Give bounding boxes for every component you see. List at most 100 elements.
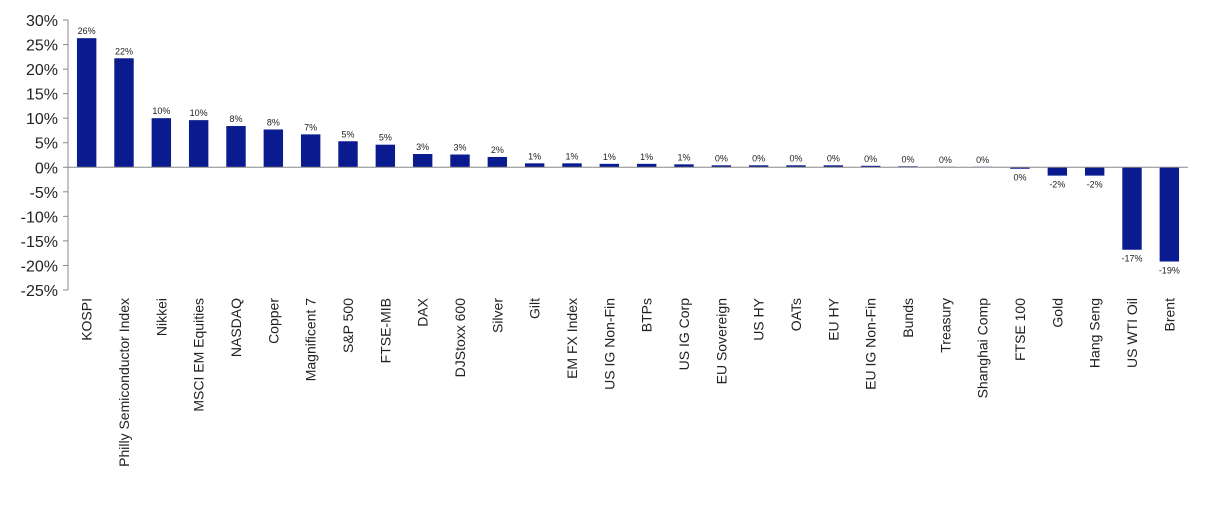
bar [300, 134, 321, 168]
bar [674, 164, 694, 168]
x-tick-label: DJStoxx 600 [452, 298, 468, 378]
bar [151, 118, 172, 168]
x-tick-label: BTPs [639, 298, 655, 332]
y-tick-label: -10% [21, 209, 58, 226]
y-tick-label: 5% [35, 136, 58, 153]
bar [76, 38, 97, 168]
y-tick-label: -25% [21, 283, 58, 300]
x-tick-label: Copper [265, 298, 281, 344]
x-tick-label: Gold [1049, 298, 1065, 328]
bar [114, 58, 134, 168]
value-label: 1% [677, 152, 690, 162]
x-tick-label: EU HY [825, 297, 841, 340]
x-tick-label: FTSE 100 [1012, 298, 1028, 361]
bar [599, 163, 620, 168]
value-label: -19% [1159, 266, 1180, 276]
value-label: 0% [864, 154, 877, 164]
x-tick-label: Silver [489, 298, 505, 333]
bar [1047, 167, 1068, 176]
x-tick-label: EU Sovereign [713, 298, 729, 384]
value-label: 26% [78, 26, 96, 36]
value-label: 8% [229, 114, 242, 124]
value-label: 10% [190, 108, 208, 118]
bar [636, 163, 657, 168]
x-tick-label: EU IG Non-Fin [863, 298, 879, 390]
x-tick-label: S&P 500 [340, 298, 356, 353]
value-label: 3% [453, 143, 466, 153]
value-label: 5% [341, 129, 354, 139]
bar [338, 141, 358, 168]
value-label: -2% [1049, 180, 1065, 190]
value-label: 0% [789, 153, 802, 163]
x-tick-label: Hang Seng [1087, 298, 1103, 368]
value-label: 5% [379, 133, 392, 143]
value-label: 0% [827, 153, 840, 163]
y-tick-label: -20% [21, 258, 58, 275]
bar [375, 144, 396, 168]
bar [562, 163, 582, 168]
value-label: 1% [640, 152, 653, 162]
bar [487, 156, 508, 168]
bar [226, 126, 246, 168]
x-tick-label: KOSPI [79, 298, 95, 341]
x-tick-label: FTSE-MIB [377, 298, 393, 363]
value-label: 0% [1013, 173, 1026, 183]
x-tick-label: US HY [751, 297, 767, 340]
x-tick-label: Bunds [900, 298, 916, 338]
bar [823, 165, 844, 168]
y-tick-label: -5% [30, 185, 58, 202]
x-tick-label: Nikkei [153, 298, 169, 336]
bar [412, 154, 433, 168]
value-label: 0% [752, 153, 765, 163]
value-label: 0% [901, 154, 914, 164]
value-label: 2% [491, 145, 504, 155]
value-label: -17% [1121, 254, 1142, 264]
x-tick-label: Gilt [527, 298, 543, 319]
x-tick-label: NASDAQ [228, 298, 244, 357]
bar [524, 163, 545, 168]
bar [1122, 167, 1142, 250]
y-tick-label: 25% [26, 38, 58, 55]
x-tick-label: US WTI Oil [1124, 298, 1140, 368]
bar [1010, 167, 1030, 169]
value-label: 0% [939, 155, 952, 165]
bar [263, 129, 284, 168]
x-tick-label: Magnificent 7 [303, 298, 319, 381]
y-tick-label: 20% [26, 62, 58, 79]
y-tick-label: 30% [26, 13, 58, 30]
y-tick-label: -15% [21, 234, 58, 251]
value-label: 3% [416, 142, 429, 152]
value-label: 10% [152, 106, 170, 116]
value-label: 1% [528, 151, 541, 161]
value-label: 0% [715, 153, 728, 163]
x-tick-label: EM FX Index [564, 298, 580, 379]
x-tick-label: OATs [788, 298, 804, 331]
y-tick-label: 10% [26, 111, 58, 128]
bar [860, 165, 881, 168]
value-label: 1% [603, 152, 616, 162]
x-tick-label: Philly Semiconductor Index [116, 298, 132, 467]
value-label: 22% [115, 46, 133, 56]
x-tick-label: Shanghai Comp [975, 298, 991, 399]
y-tick-label: 0% [35, 160, 58, 177]
x-tick-label: Brent [1161, 298, 1177, 332]
bar [786, 165, 806, 168]
x-tick-label: US IG Non-Fin [601, 298, 617, 390]
value-label: 8% [267, 117, 280, 127]
bar [1084, 167, 1105, 176]
x-tick-label: MSCI EM Equities [191, 298, 207, 412]
bar [188, 120, 209, 168]
y-tick-label: 15% [26, 87, 58, 104]
value-label: 7% [304, 122, 317, 132]
value-label: -2% [1087, 180, 1103, 190]
x-tick-label: Treasury [937, 298, 953, 353]
bar [1159, 167, 1180, 262]
x-tick-label: DAX [415, 297, 431, 326]
value-label: 0% [976, 155, 989, 165]
value-label: 1% [565, 151, 578, 161]
bar [711, 165, 732, 168]
bar [450, 154, 470, 168]
x-tick-label: US IG Corp [676, 298, 692, 371]
